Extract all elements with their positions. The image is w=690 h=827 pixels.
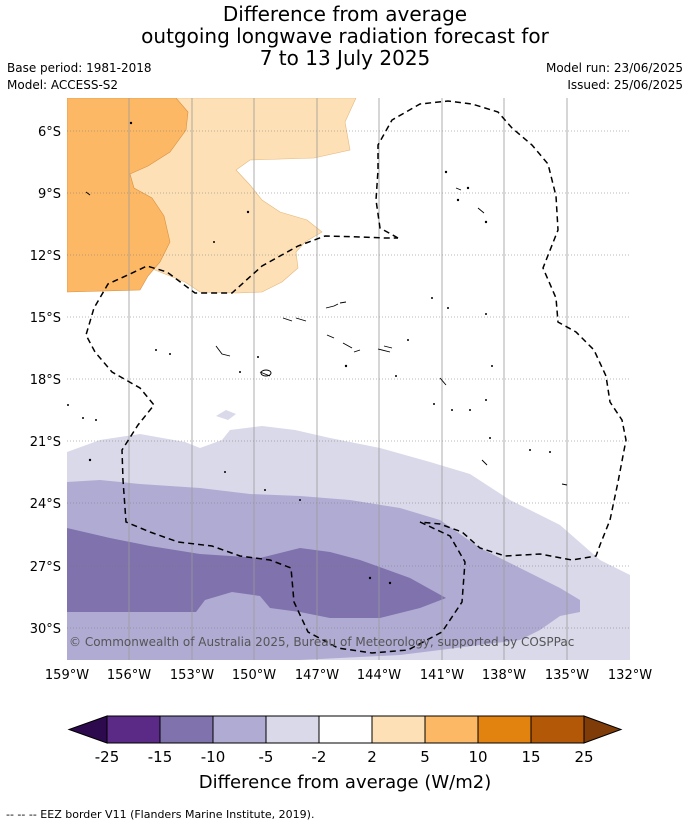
- lat-label-30s: 30°S: [30, 622, 61, 637]
- colorbar: [67, 715, 623, 744]
- lon-label-150w: 150°W: [232, 668, 276, 683]
- eez-legend-footer: -- -- -- EEZ border V11 (Flanders Marine…: [6, 808, 315, 821]
- islands: [85, 187, 568, 486]
- colorbar-bin-neg10-neg5: [212, 715, 267, 744]
- lon-label-138w: 138°W: [482, 668, 526, 683]
- lon-label-132w: 132°W: [608, 668, 652, 683]
- lon-label-159w: 159°W: [45, 668, 89, 683]
- lat-label-24s: 24°S: [30, 497, 61, 512]
- colorbar-bin-neg25-neg15: [106, 715, 161, 744]
- cb-tick-neg2: -2: [312, 748, 327, 766]
- cb-tick-neg15: -15: [148, 748, 173, 766]
- title-line-2: outgoing longwave radiation forecast for: [141, 24, 549, 48]
- lon-label-144w: 144°W: [357, 668, 401, 683]
- lat-label-15s: 15°S: [30, 311, 61, 326]
- eez-border-north: [375, 100, 627, 561]
- lon-label-156w: 156°W: [107, 668, 151, 683]
- eez-borders: [85, 100, 627, 654]
- colorbar-title: Difference from average (W/m2): [199, 772, 491, 793]
- map-area: © Commonwealth of Australia 2025, Bureau…: [67, 98, 630, 660]
- latitude-labels: 6°S 9°S 12°S 15°S 18°S 21°S 24°S 27°S 30…: [30, 125, 61, 637]
- colorbar-bin-neg2-2: [318, 715, 373, 744]
- model-name: Model: ACCESS-S2: [7, 78, 119, 92]
- eez-border-south: [85, 235, 466, 654]
- meridians: [128, 98, 568, 660]
- base-period: Base period: 1981-2018: [7, 61, 152, 75]
- anomaly-neg2-small-patch: [216, 410, 236, 420]
- copyright-notice: © Commonwealth of Australia 2025, Bureau…: [69, 635, 574, 649]
- cb-tick-15: 15: [521, 748, 540, 766]
- colorbar-extend-low: [67, 715, 108, 744]
- lat-label-27s: 27°S: [30, 560, 61, 575]
- colorbar-bin-neg5-neg2: [265, 715, 320, 744]
- lat-label-21s: 21°S: [30, 435, 61, 450]
- title-line-1: Difference from average: [222, 2, 468, 26]
- longitude-labels: 159°W 156°W 153°W 150°W 147°W 144°W 141°…: [45, 668, 652, 683]
- cb-tick-5: 5: [420, 748, 430, 766]
- colorbar-extend-high: [583, 715, 623, 744]
- colorbar-tick-labels: -25 -15 -10 -5 -2 2 5 10 15 25: [95, 748, 594, 766]
- cb-tick-2: 2: [367, 748, 377, 766]
- cb-tick-neg10: -10: [201, 748, 226, 766]
- lon-label-141w: 141°W: [420, 668, 464, 683]
- colorbar-bin-5-10: [424, 715, 479, 744]
- colorbar-bin-10-15: [477, 715, 532, 744]
- cb-tick-25: 25: [574, 748, 593, 766]
- colorbar-bin-15-25: [530, 715, 585, 744]
- cb-tick-neg5: -5: [259, 748, 274, 766]
- island-dots: [67, 121, 551, 585]
- lat-label-12s: 12°S: [30, 249, 61, 264]
- lon-label-135w: 135°W: [545, 668, 589, 683]
- issued-date: Issued: 25/06/2025: [567, 78, 683, 92]
- model-run: Model run: 23/06/2025: [545, 61, 683, 75]
- lon-label-147w: 147°W: [295, 668, 339, 683]
- cb-tick-10: 10: [468, 748, 487, 766]
- lon-label-153w: 153°W: [170, 668, 214, 683]
- lat-label-6s: 6°S: [38, 125, 61, 140]
- title-line-3: 7 to 13 July 2025: [259, 46, 431, 70]
- colorbar-bin-neg15-neg10: [159, 715, 214, 744]
- gridlines: [67, 130, 630, 629]
- map-figure: © Commonwealth of Australia 2025, Bureau…: [30, 98, 652, 793]
- anomaly-neg10-to-neg15-region: [67, 528, 446, 618]
- colorbar-bin-2-5: [371, 715, 426, 744]
- lat-label-9s: 9°S: [38, 187, 61, 202]
- cb-tick-neg25: -25: [95, 748, 120, 766]
- lat-label-18s: 18°S: [30, 373, 61, 388]
